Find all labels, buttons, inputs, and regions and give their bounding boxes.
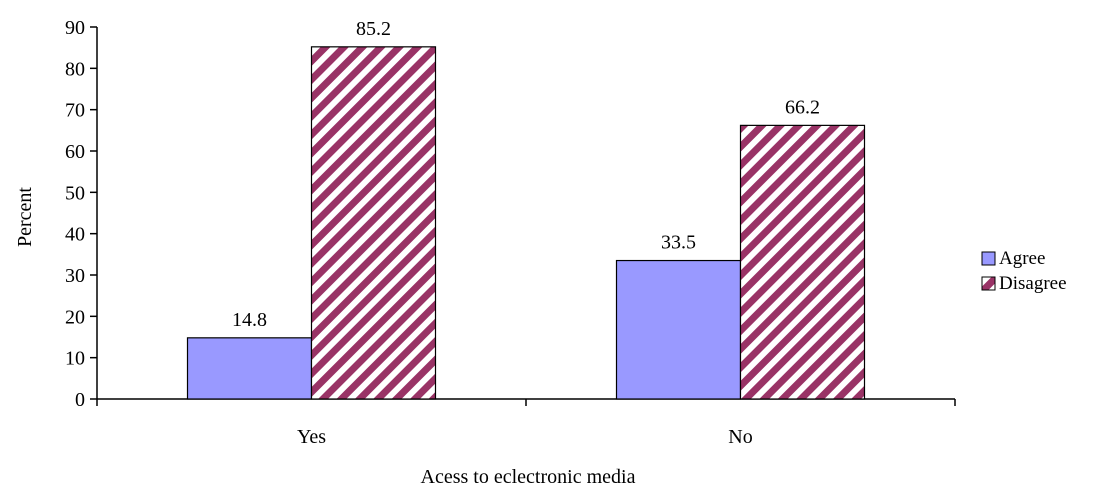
legend-swatch-agree bbox=[981, 251, 996, 266]
x-tick-label: Yes bbox=[297, 426, 326, 448]
x-axis-title: Acess to eclectronic media bbox=[421, 466, 636, 488]
plot-area: 0 10 20 30 40 50 60 70 80 90 Yes No 14.8 85.2 33.5 66… bbox=[65, 17, 956, 448]
y-tick-label: 10 bbox=[65, 348, 85, 370]
legend-label-agree: Agree bbox=[999, 248, 1045, 269]
x-tick-label: No bbox=[728, 426, 752, 448]
bar-agree-no bbox=[615, 259, 742, 400]
bar-disagree-no bbox=[739, 124, 866, 400]
y-axis-ticks: 0 10 20 30 40 50 60 70 80 90 bbox=[65, 17, 97, 411]
y-tick-label: 90 bbox=[65, 17, 85, 39]
data-label: 33.5 bbox=[661, 232, 696, 254]
y-tick-label: 60 bbox=[65, 141, 85, 163]
data-labels: 14.8 85.2 33.5 66.2 bbox=[232, 18, 820, 331]
bar-agree-yes bbox=[186, 337, 313, 400]
data-label: 14.8 bbox=[232, 309, 267, 331]
y-tick-label: 30 bbox=[65, 265, 85, 287]
y-tick-label: 20 bbox=[65, 306, 85, 328]
y-tick-label: 50 bbox=[65, 182, 85, 204]
y-tick-label: 0 bbox=[75, 389, 85, 411]
data-label: 85.2 bbox=[356, 18, 391, 40]
legend-label-disagree: Disagree bbox=[999, 273, 1067, 294]
y-tick-label: 80 bbox=[65, 58, 85, 80]
legend: Agree Disagree bbox=[981, 248, 1067, 294]
bars bbox=[186, 46, 866, 400]
y-tick-label: 40 bbox=[65, 224, 85, 246]
legend-swatch-disagree bbox=[981, 276, 996, 291]
y-axis-title: Percent bbox=[14, 187, 36, 247]
data-label: 66.2 bbox=[785, 96, 820, 118]
bar-disagree-yes bbox=[310, 46, 437, 400]
x-axis-ticks: Yes No bbox=[96, 399, 956, 448]
y-tick-label: 70 bbox=[65, 100, 85, 122]
